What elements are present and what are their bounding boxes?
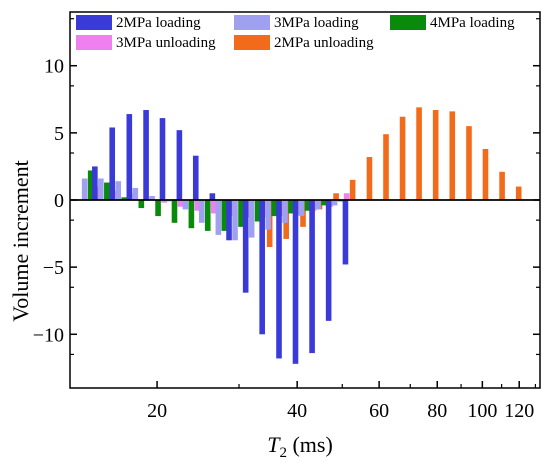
bar-2mpa-loading-6 (176, 130, 183, 200)
legend-swatch-2mpa-unloading (234, 35, 270, 50)
bar-3mpa-unloading-6 (194, 200, 201, 211)
bar-2mpa-unloading-22 (466, 126, 472, 200)
bar-2mpa-loading-8 (209, 193, 216, 200)
bar-3mpa-loading-8 (215, 200, 222, 235)
bar-3mpa-loading-6 (182, 200, 189, 210)
legend-label-3mpa-loading: 3MPa loading (274, 15, 359, 31)
axes-group: −10 −5 0 5 10 20 40 60 80 100 120 (33, 18, 540, 422)
y-tick-label: 0 (54, 190, 64, 212)
bar-2mpa-loading-4 (143, 110, 149, 200)
x-tick-label: 40 (287, 400, 307, 422)
bar-4mpa-loading-6 (188, 200, 195, 229)
bar-3mpa-loading-7 (198, 200, 205, 223)
bar-2mpa-loading-10 (242, 200, 249, 293)
bar-2mpa-loading-5 (159, 118, 166, 200)
bar-3mpa-loading-2 (115, 181, 122, 200)
bar-2mpa-unloading-17 (383, 134, 389, 200)
bar-4mpa-loading-10 (254, 200, 261, 222)
bar-3mpa-loading-15 (331, 200, 338, 206)
bar-2mpa-unloading-24 (499, 171, 505, 200)
y-tick-label: 5 (54, 123, 64, 145)
x-axis-title-unit: (ms) (287, 432, 333, 457)
bar-4mpa-loading-8 (221, 200, 228, 231)
bar-3mpa-loading-10 (248, 200, 255, 238)
bar-2mpa-loading-1 (92, 166, 98, 200)
bar-3mpa-loading-9 (232, 200, 238, 241)
bar-2mpa-loading-11 (259, 200, 265, 335)
bar-3mpa-loading-4 (149, 195, 155, 200)
legend-label-2mpa-loading: 2MPa loading (116, 15, 201, 31)
bar-3mpa-unloading-15 (343, 193, 350, 200)
bar-3mpa-loading-11 (265, 200, 271, 230)
legend-label-2mpa-unloading: 2MPa unloading (274, 35, 374, 51)
bar-4mpa-loading-0 (87, 170, 94, 200)
bar-3mpa-loading-0 (81, 178, 88, 200)
x-tick-label: 80 (427, 400, 447, 422)
bar-2mpa-loading-12 (276, 200, 282, 359)
bar-group (81, 107, 522, 364)
legend-label-4mpa-loading: 4MPa loading (430, 15, 515, 31)
bar-4mpa-loading-13 (304, 200, 311, 211)
bar-2mpa-loading-3 (126, 114, 133, 200)
bar-4mpa-loading-14 (321, 200, 327, 206)
bar-2mpa-unloading-21 (449, 111, 456, 200)
x-tick-label: 20 (147, 400, 167, 422)
x-tick-label: 60 (369, 400, 389, 422)
y-axis-title: Volume increment (8, 160, 33, 322)
bar-3mpa-loading-13 (298, 200, 305, 217)
bar-2mpa-loading-2 (109, 127, 116, 200)
bar-2mpa-unloading-23 (482, 148, 489, 200)
bar-3mpa-unloading-5 (177, 200, 184, 207)
bar-2mpa-unloading-18 (399, 116, 406, 200)
legend-swatch-3mpa-loading (234, 15, 270, 30)
bar-3mpa-loading-14 (315, 200, 321, 210)
y-tick-label: −10 (33, 324, 64, 346)
x-tick-label: 100 (467, 400, 497, 422)
legend-label-3mpa-unloading: 3MPa unloading (116, 35, 216, 51)
bar-2mpa-unloading-19 (416, 107, 422, 200)
bar-2mpa-loading-14 (309, 200, 315, 354)
bar-4mpa-loading-2 (121, 197, 128, 200)
bar-3mpa-loading-12 (282, 200, 288, 223)
x-axis-title: T2 (ms) (267, 432, 333, 461)
bar-2mpa-unloading-15 (349, 179, 356, 200)
y-tick-label: −5 (43, 257, 64, 279)
x-axis-title-subscript: 2 (279, 445, 287, 461)
bar-2mpa-loading-7 (192, 155, 199, 200)
bar-2mpa-loading-9 (226, 200, 232, 241)
bar-4mpa-loading-3 (138, 200, 145, 209)
legend-swatch-3mpa-unloading (76, 35, 112, 50)
bar-2mpa-unloading-16 (366, 157, 373, 200)
y-tick-label: 10 (44, 56, 64, 78)
legend-swatch-2mpa-loading (76, 15, 112, 30)
bar-3mpa-unloading-7 (210, 200, 217, 214)
legend: 2MPa loading 3MPa loading 4MPa loading 3MPa… (76, 15, 515, 51)
bar-3mpa-loading-3 (132, 187, 139, 200)
bar-2mpa-loading-15 (325, 200, 332, 321)
bar-2mpa-unloading-25 (515, 186, 522, 200)
bar-2mpa-loading-13 (292, 200, 299, 364)
bar-4mpa-loading-9 (238, 200, 244, 227)
bar-3mpa-unloading-4 (161, 200, 167, 203)
bar-4mpa-loading-11 (271, 200, 277, 217)
bar-3mpa-loading-1 (98, 178, 104, 200)
x-axis-title-symbol: T (267, 432, 281, 457)
bar-4mpa-loading-5 (171, 200, 178, 223)
bar-4mpa-loading-1 (104, 182, 110, 200)
bar-2mpa-loading-16 (342, 200, 349, 265)
bar-4mpa-loading-7 (204, 200, 211, 231)
bar-2mpa-unloading-20 (432, 110, 439, 200)
bar-2mpa-unloading-14 (333, 193, 339, 200)
x-tick-label: 120 (504, 400, 534, 422)
bar-4mpa-loading-12 (288, 200, 294, 214)
legend-swatch-4mpa-loading (390, 15, 426, 30)
bar-4mpa-loading-4 (155, 200, 161, 217)
